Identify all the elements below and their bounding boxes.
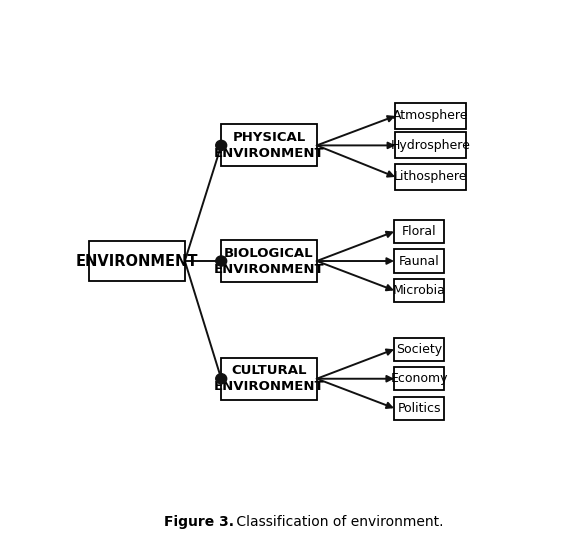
FancyBboxPatch shape	[221, 358, 317, 400]
Text: Politics: Politics	[397, 402, 441, 414]
Text: Faunal: Faunal	[399, 254, 440, 268]
FancyBboxPatch shape	[394, 338, 444, 361]
Circle shape	[216, 140, 227, 151]
FancyBboxPatch shape	[394, 220, 444, 243]
Text: Floral: Floral	[402, 225, 436, 238]
FancyBboxPatch shape	[395, 103, 465, 129]
Text: Microbia: Microbia	[393, 284, 446, 297]
FancyBboxPatch shape	[394, 367, 444, 390]
FancyBboxPatch shape	[221, 124, 317, 167]
FancyBboxPatch shape	[89, 241, 185, 281]
Text: Hydrosphere: Hydrosphere	[390, 139, 470, 152]
Text: Economy: Economy	[390, 372, 448, 385]
FancyBboxPatch shape	[395, 132, 465, 158]
Circle shape	[216, 373, 227, 384]
Text: Figure 3.: Figure 3.	[164, 514, 234, 529]
Text: BIOLOGICAL
ENVIRONMENT: BIOLOGICAL ENVIRONMENT	[214, 246, 324, 276]
Text: ENVIRONMENT: ENVIRONMENT	[76, 253, 198, 269]
Text: Society: Society	[396, 343, 442, 356]
FancyBboxPatch shape	[394, 396, 444, 420]
FancyBboxPatch shape	[394, 279, 444, 302]
Text: PHYSICAL
ENVIRONMENT: PHYSICAL ENVIRONMENT	[214, 131, 324, 160]
Circle shape	[216, 256, 227, 266]
Text: CULTURAL
ENVIRONMENT: CULTURAL ENVIRONMENT	[214, 364, 324, 393]
FancyBboxPatch shape	[395, 164, 465, 190]
FancyBboxPatch shape	[221, 240, 317, 282]
FancyBboxPatch shape	[394, 250, 444, 272]
Text: Classification of environment.: Classification of environment.	[232, 514, 443, 529]
Text: Lithosphere: Lithosphere	[394, 170, 467, 183]
Text: Atmosphere: Atmosphere	[393, 109, 468, 122]
